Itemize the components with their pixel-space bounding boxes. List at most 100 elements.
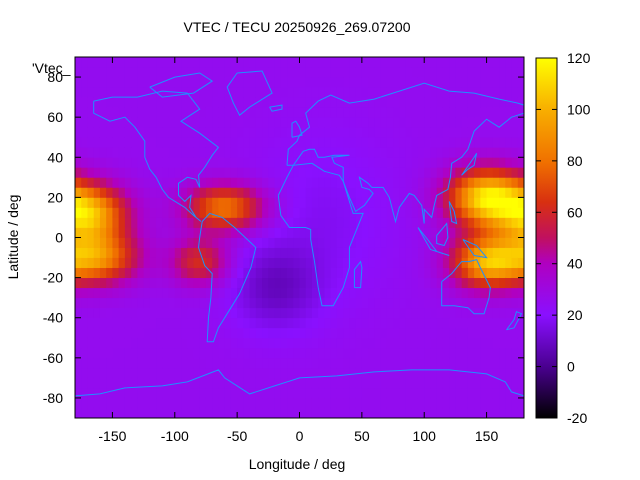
coastline xyxy=(269,104,283,112)
heatmap-cell xyxy=(75,87,82,98)
heatmap-cell xyxy=(305,377,313,389)
heatmap-cell xyxy=(361,127,369,138)
heatmap-cell xyxy=(517,127,525,138)
heatmap-cell xyxy=(87,267,95,279)
heatmap-cell xyxy=(480,107,487,118)
heatmap-cell xyxy=(193,277,201,289)
heatmap-cell xyxy=(268,297,275,309)
heatmap-cell xyxy=(280,347,288,359)
heatmap-cell xyxy=(380,67,388,78)
heatmap-cell xyxy=(124,187,132,198)
heatmap-cell xyxy=(93,177,101,188)
heatmap-cell xyxy=(330,127,338,138)
heatmap-cell xyxy=(162,307,169,319)
heatmap-cell xyxy=(436,217,444,228)
heatmap-cell xyxy=(87,167,95,178)
heatmap-cell xyxy=(118,167,126,178)
heatmap-cell xyxy=(467,167,475,178)
heatmap-cell xyxy=(93,207,101,218)
heatmap-cell xyxy=(442,207,450,218)
heatmap-cell xyxy=(137,237,144,248)
heatmap-cell xyxy=(349,217,357,228)
heatmap-cell xyxy=(262,117,269,128)
heatmap-cell xyxy=(324,297,332,309)
heatmap-cell xyxy=(380,247,388,258)
heatmap-cell xyxy=(386,77,394,88)
heatmap-cell xyxy=(311,97,319,108)
heatmap-cell xyxy=(349,187,357,198)
heatmap-cell xyxy=(137,117,144,128)
heatmap-cell xyxy=(99,147,107,158)
heatmap-cell xyxy=(368,257,375,268)
heatmap-cell xyxy=(486,107,494,118)
heatmap-cell xyxy=(393,357,400,369)
heatmap-cell xyxy=(143,377,151,389)
heatmap-plot xyxy=(74,56,525,419)
heatmap-cell xyxy=(399,287,406,299)
heatmap-cell xyxy=(255,157,263,168)
heatmap-cell xyxy=(399,107,406,118)
heatmap-cell xyxy=(81,397,88,409)
heatmap-cell xyxy=(199,117,207,128)
heatmap-cell xyxy=(187,177,194,188)
heatmap-cell xyxy=(274,237,282,248)
heatmap-cell xyxy=(324,117,332,128)
x-tick-label: 0 xyxy=(296,428,304,444)
heatmap-cell xyxy=(318,267,325,279)
heatmap-cell xyxy=(411,97,419,108)
heatmap-cell xyxy=(505,177,512,188)
heatmap-cell xyxy=(268,397,275,409)
heatmap-cell xyxy=(149,267,157,279)
heatmap-cell xyxy=(187,407,194,419)
heatmap-cell xyxy=(318,247,325,258)
heatmap-cell xyxy=(118,377,126,389)
heatmap-cell xyxy=(268,227,275,238)
heatmap-cell xyxy=(517,147,525,158)
heatmap-cell xyxy=(424,367,431,379)
heatmap-cell xyxy=(280,157,288,168)
heatmap-cell xyxy=(118,157,126,168)
heatmap-cell xyxy=(355,77,363,88)
heatmap-cell xyxy=(149,347,157,359)
heatmap-cell xyxy=(343,197,350,208)
heatmap-cell xyxy=(318,57,325,68)
heatmap-cell xyxy=(430,57,438,68)
heatmap-cell xyxy=(474,147,481,158)
heatmap-cell xyxy=(411,167,419,178)
heatmap-cell xyxy=(181,77,188,88)
heatmap-cell xyxy=(424,147,431,158)
y-tick-label: 20 xyxy=(47,189,63,205)
heatmap-cell xyxy=(118,327,126,339)
heatmap-cell xyxy=(405,147,413,158)
heatmap-cell xyxy=(112,257,120,268)
heatmap-cell xyxy=(511,77,519,88)
heatmap-cell xyxy=(218,237,226,248)
heatmap-cell xyxy=(124,327,132,339)
heatmap-cell xyxy=(156,407,163,419)
x-tick-label: 50 xyxy=(354,428,370,444)
heatmap-cell xyxy=(417,137,425,148)
heatmap-cell xyxy=(355,67,363,78)
heatmap-cell xyxy=(330,107,338,118)
heatmap-cell xyxy=(93,277,101,289)
heatmap-cell xyxy=(99,177,107,188)
heatmap-cell xyxy=(168,157,176,168)
heatmap-cell xyxy=(336,217,344,228)
heatmap-cell xyxy=(517,107,525,118)
heatmap-cell xyxy=(81,257,88,268)
heatmap-cell xyxy=(430,397,438,409)
heatmap-cell xyxy=(293,277,300,289)
heatmap-cell xyxy=(106,127,113,138)
heatmap-cell xyxy=(212,187,219,198)
heatmap-cell xyxy=(124,197,132,208)
heatmap-cell xyxy=(467,97,475,108)
heatmap-cell xyxy=(99,367,107,379)
heatmap-cell xyxy=(511,347,519,359)
heatmap-cell xyxy=(486,277,494,289)
heatmap-cell xyxy=(393,157,400,168)
heatmap-cell xyxy=(255,327,263,339)
heatmap-cell xyxy=(218,377,226,389)
heatmap-cell xyxy=(430,287,438,299)
heatmap-cell xyxy=(124,137,132,148)
heatmap-cell xyxy=(436,397,444,409)
